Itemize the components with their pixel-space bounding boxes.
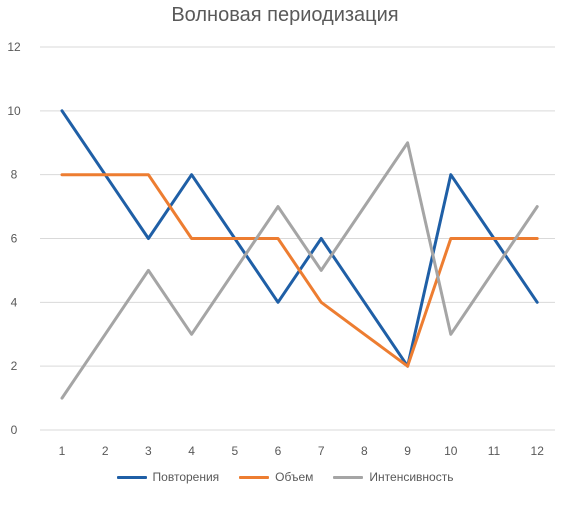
x-tick-label: 5 <box>231 444 238 458</box>
legend-label: Повторения <box>152 470 220 484</box>
legend: Повторения Объем Интенсивность <box>0 470 570 484</box>
y-tick-label: 10 <box>7 104 21 118</box>
series-line <box>60 173 539 368</box>
x-tick-label: 10 <box>444 444 458 458</box>
legend-item: Повторения <box>116 470 220 484</box>
x-tick-label: 7 <box>318 444 325 458</box>
x-tick-label: 4 <box>188 444 195 458</box>
x-tick-label: 1 <box>59 444 66 458</box>
x-tick-label: 6 <box>275 444 282 458</box>
x-tick-label: 11 <box>488 444 501 458</box>
legend-item: Интенсивность <box>333 470 453 484</box>
legend-swatch <box>333 475 364 479</box>
y-tick-label: 12 <box>7 40 21 54</box>
y-tick-label: 4 <box>11 295 18 309</box>
x-tick-label: 3 <box>145 444 152 458</box>
legend-label: Интенсивность <box>369 470 454 484</box>
y-tick-label: 2 <box>11 359 18 373</box>
y-tick-label: 0 <box>11 423 18 437</box>
x-tick-label: 8 <box>361 444 368 458</box>
legend-swatch <box>116 475 147 479</box>
x-tick-label: 9 <box>404 444 411 458</box>
y-tick-label: 8 <box>11 168 18 182</box>
x-tick-label: 12 <box>531 444 545 458</box>
series-line <box>60 141 539 400</box>
legend-label: Объем <box>275 470 314 484</box>
chart-title: Волновая периодизация <box>171 4 399 26</box>
legend-item: Объем <box>239 470 313 484</box>
x-tick-label: 2 <box>102 444 109 458</box>
y-tick-label: 6 <box>11 232 18 246</box>
legend-swatch <box>239 475 270 479</box>
